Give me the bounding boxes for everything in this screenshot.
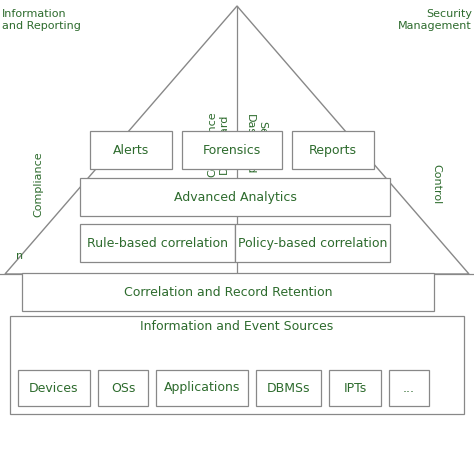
Text: DBMSs: DBMSs [267, 382, 310, 394]
Text: Devices: Devices [29, 382, 79, 394]
Text: Rule-based correlation: Rule-based correlation [87, 237, 228, 249]
Text: IPTs: IPTs [343, 382, 366, 394]
Text: Alerts: Alerts [113, 144, 149, 156]
Text: Reports: Reports [309, 144, 357, 156]
FancyBboxPatch shape [292, 131, 374, 169]
FancyBboxPatch shape [235, 224, 390, 262]
Text: Compliance
Dashboard: Compliance Dashboard [207, 111, 229, 177]
FancyBboxPatch shape [182, 131, 282, 169]
Text: Forensics: Forensics [203, 144, 261, 156]
Text: Security
Management: Security Management [398, 9, 472, 31]
Text: Information and Event Sources: Information and Event Sources [140, 319, 334, 332]
Text: Applications: Applications [164, 382, 240, 394]
FancyBboxPatch shape [329, 370, 381, 406]
Text: OSs: OSs [111, 382, 135, 394]
Text: Advanced Analytics: Advanced Analytics [173, 191, 296, 203]
FancyBboxPatch shape [389, 370, 429, 406]
FancyBboxPatch shape [98, 370, 148, 406]
FancyBboxPatch shape [156, 370, 248, 406]
FancyBboxPatch shape [256, 370, 321, 406]
FancyBboxPatch shape [22, 273, 434, 311]
FancyBboxPatch shape [90, 131, 172, 169]
Text: ...: ... [403, 382, 415, 394]
Text: Security
Dashboard: Security Dashboard [245, 114, 267, 174]
Text: Policy-based correlation: Policy-based correlation [238, 237, 387, 249]
FancyBboxPatch shape [10, 316, 464, 414]
Text: Correlation and Record Retention: Correlation and Record Retention [124, 285, 332, 299]
FancyBboxPatch shape [18, 370, 90, 406]
Text: Information
and Reporting: Information and Reporting [2, 9, 81, 31]
FancyBboxPatch shape [80, 224, 235, 262]
FancyBboxPatch shape [80, 178, 390, 216]
Text: n: n [17, 251, 24, 261]
Text: Control: Control [431, 164, 441, 204]
Text: Compliance: Compliance [33, 151, 43, 217]
